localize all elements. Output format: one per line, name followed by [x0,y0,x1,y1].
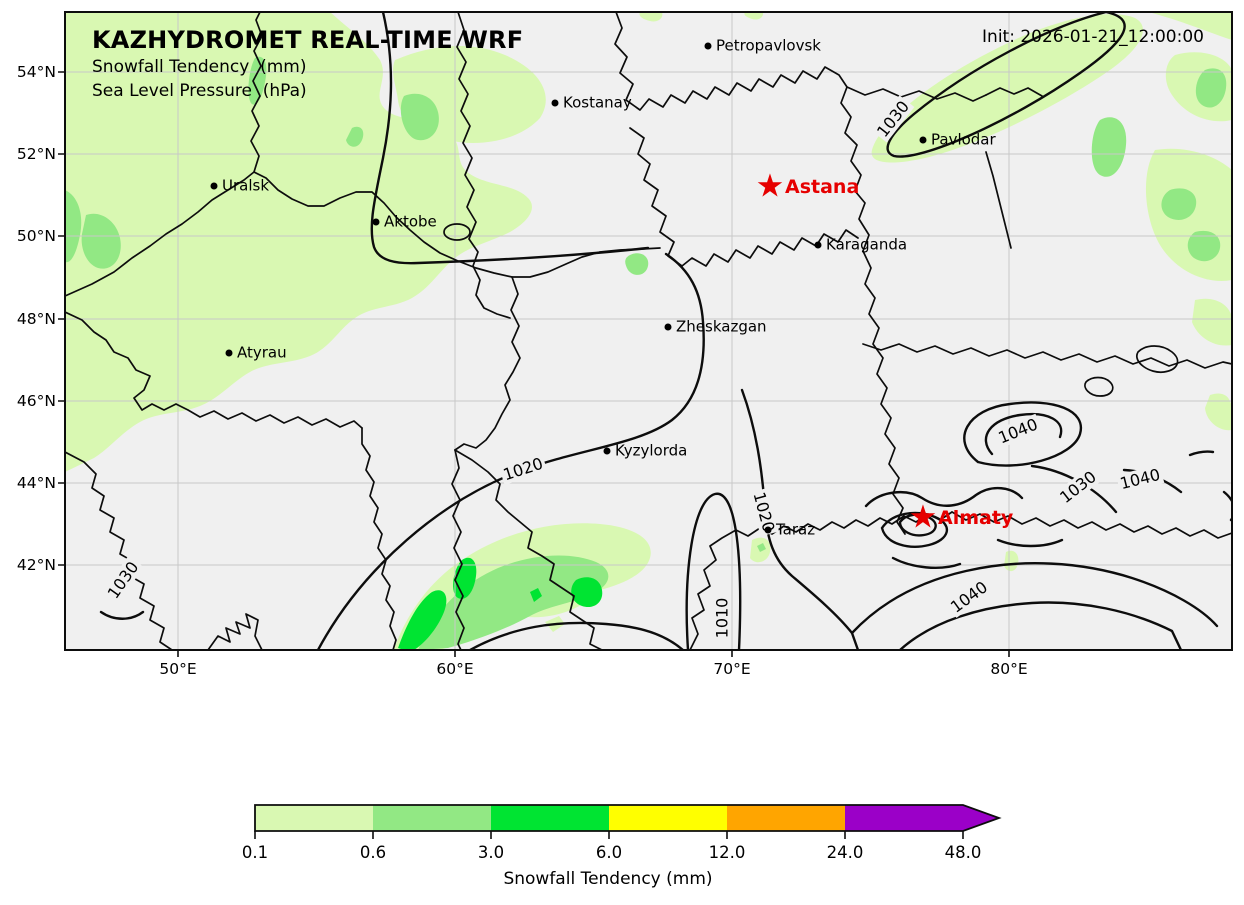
lake-outlines [443,223,1179,397]
city-label: Uralsk [222,176,270,195]
city-dot [603,447,611,455]
colorbar-tick-6.0: 6.0 [595,843,623,862]
city-dot [764,526,772,534]
lat-tick-50n: 50°N [16,227,56,245]
axis-tick-marks [58,71,1010,657]
colorbar-title: Snowfall Tendency (mm) [503,869,713,889]
colorbar-segment-6 [845,805,963,831]
city-dot [919,136,927,144]
gridlines [65,12,1232,650]
lat-tick-44n: 44°N [16,474,56,492]
colorbar-segment-4 [609,805,727,831]
city-dot [704,42,712,50]
city-dot [551,99,559,107]
lat-tick-42n: 42°N [16,556,56,574]
subtitle-pressure: Sea Level Pressure (hPa) [92,81,307,101]
map-frame [64,11,1233,651]
lon-tick-70e: 70°E [713,660,751,678]
colorbar [254,804,1002,839]
colorbar-tick-24.0: 24.0 [826,843,864,862]
star-marker-icon: ★ [755,166,785,205]
colorbar-outline [254,804,1002,832]
city-label: Petropavlovsk [716,36,821,55]
city-dot [814,241,822,249]
colorbar-segment-3 [491,805,609,831]
capital-label: Astana [785,176,860,198]
border-lines [65,12,1232,650]
colorbar-tick-3.0: 3.0 [477,843,505,862]
city-dot [664,323,672,331]
page-title: KAZHYDROMET REAL-TIME WRF [92,26,524,54]
city-label: Pavlodar [931,130,996,149]
city-label: Atyrau [237,343,287,362]
lat-tick-46n: 46°N [16,392,56,410]
colorbar-tick-48.0: 48.0 [944,843,982,862]
init-timestamp: Init: 2026-01-21_12:00:00 [982,27,1204,47]
colorbar-segment-1 [255,805,373,831]
star-marker-icon: ★ [908,497,938,536]
lat-tick-52n: 52°N [16,145,56,163]
city-label: Taraz [776,520,816,539]
colorbar-tick-0.6: 0.6 [359,843,387,862]
city-label: Aktobe [384,212,437,231]
subtitle-snowfall: Snowfall Tendency (mm) [92,57,307,77]
lon-tick-60e: 60°E [436,660,474,678]
colorbar-segment-2 [373,805,491,831]
city-label: Karaganda [826,235,908,254]
colorbar-arrow [963,805,999,831]
isobar-label-1010-south: 1010 [712,595,732,641]
city-dot [372,218,380,226]
city-dot [225,349,233,357]
city-label: Kyzylorda [615,441,688,460]
lon-tick-50e: 50°E [159,660,197,678]
colorbar-tick-0.1: 0.1 [241,843,269,862]
city-dot [210,182,218,190]
snowfall-shading-mid [65,56,1227,650]
snowfall-shading-bright [398,557,603,650]
colorbar-segment-5 [727,805,845,831]
city-label: Kostanay [563,93,632,112]
capital-label: Almaty [938,507,1014,529]
colorbar-tick-12.0: 12.0 [708,843,746,862]
lon-tick-80e: 80°E [990,660,1028,678]
lat-tick-48n: 48°N [16,310,56,328]
city-label: Zheskazgan [676,317,767,336]
lat-tick-54n: 54°N [16,63,56,81]
colorbar-tick-marks [254,831,964,839]
